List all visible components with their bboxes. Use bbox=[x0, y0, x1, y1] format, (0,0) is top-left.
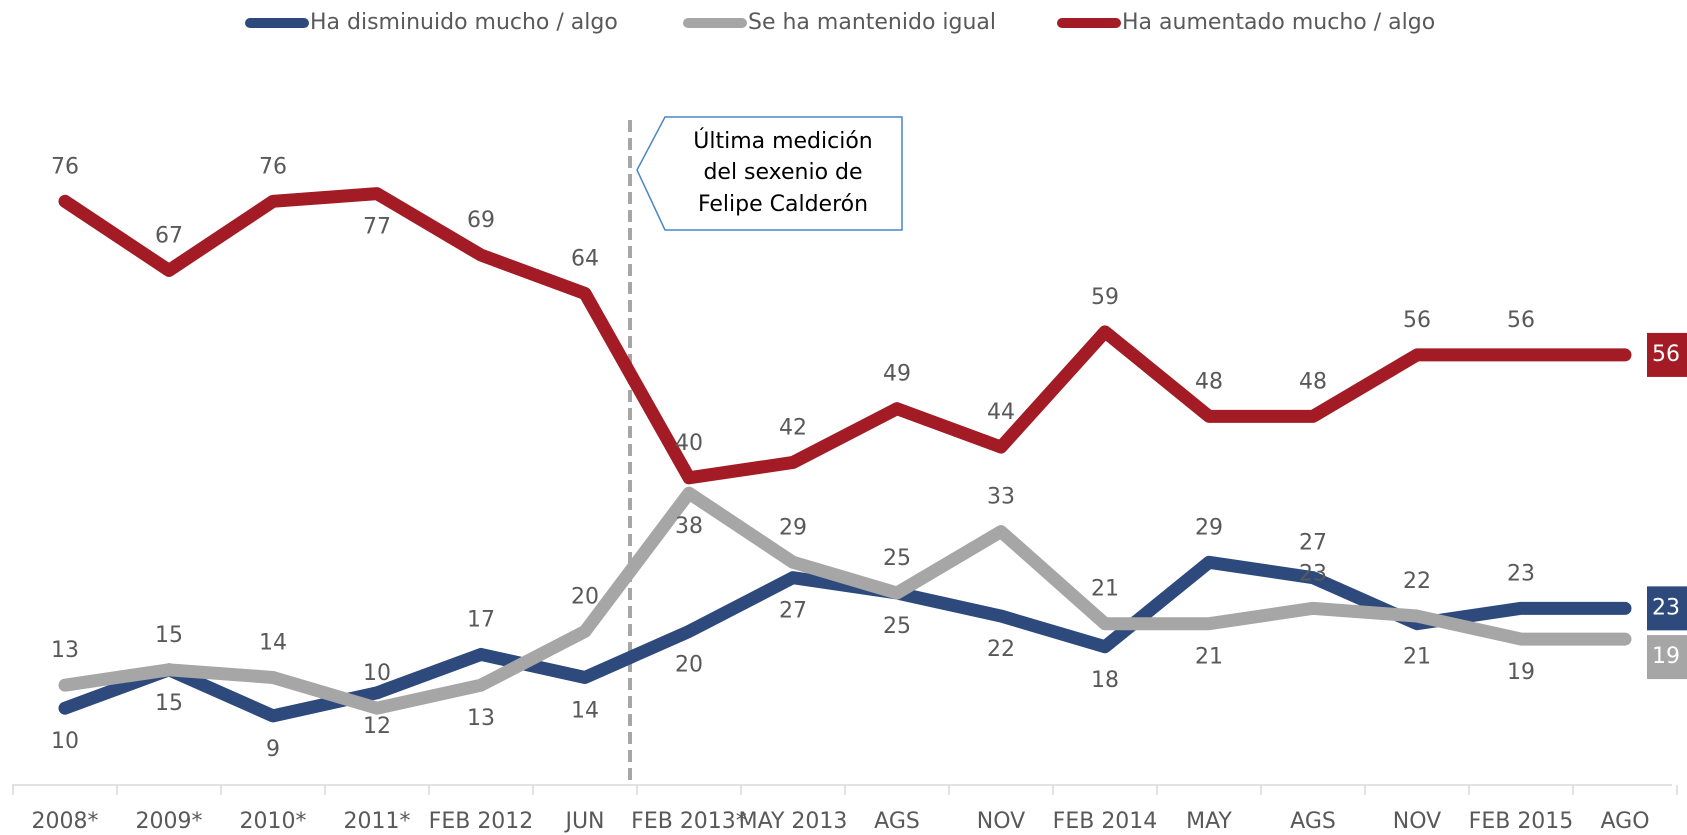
data-label: 21 bbox=[1091, 577, 1119, 602]
data-label: 44 bbox=[987, 400, 1015, 425]
data-label: 27 bbox=[1299, 531, 1327, 556]
data-label: 56 bbox=[1403, 308, 1431, 333]
x-tick-label: FEB 2014 bbox=[1053, 809, 1158, 834]
x-tick-label: 2011* bbox=[344, 809, 411, 834]
x-tick-label: MAY bbox=[1186, 809, 1232, 834]
data-label: 29 bbox=[1195, 515, 1223, 540]
data-label: 25 bbox=[883, 614, 911, 639]
legend-label: Se ha mantenido igual bbox=[748, 10, 996, 35]
data-label: 25 bbox=[883, 546, 911, 571]
x-tick-label: MAY 2013 bbox=[739, 809, 848, 834]
data-label: 14 bbox=[259, 630, 287, 655]
data-label: 76 bbox=[51, 154, 79, 179]
annotation-box bbox=[636, 116, 903, 231]
data-label: 18 bbox=[1091, 668, 1119, 693]
x-tick-label: AGS bbox=[1290, 809, 1336, 834]
series-line bbox=[58, 187, 1632, 485]
end-label-box bbox=[1647, 332, 1687, 377]
data-label: 13 bbox=[467, 706, 495, 731]
data-label: 76 bbox=[259, 154, 287, 179]
data-label: 77 bbox=[363, 215, 391, 240]
x-tick-label: 2009* bbox=[136, 809, 203, 834]
x-tick-label: NOV bbox=[977, 809, 1025, 834]
data-label: 40 bbox=[675, 431, 703, 456]
x-tick-label: 2010* bbox=[240, 809, 307, 834]
data-label: 20 bbox=[675, 652, 703, 677]
data-label: 23 bbox=[1507, 561, 1535, 586]
data-label: 22 bbox=[987, 637, 1015, 662]
data-label: 10 bbox=[363, 661, 391, 686]
data-label: 49 bbox=[883, 362, 911, 387]
data-label: 56 bbox=[1507, 308, 1535, 333]
x-tick-label: AGO bbox=[1600, 809, 1649, 834]
data-label: 12 bbox=[363, 714, 391, 739]
annotation-text: del sexenio de bbox=[703, 160, 862, 185]
data-label: 38 bbox=[675, 514, 703, 539]
end-label: 19 bbox=[1652, 644, 1680, 669]
data-label: 59 bbox=[1091, 285, 1119, 310]
data-label: 22 bbox=[1403, 569, 1431, 594]
data-label: 48 bbox=[1195, 369, 1223, 394]
data-label: 42 bbox=[779, 415, 807, 440]
data-label: 29 bbox=[779, 515, 807, 540]
data-label: 19 bbox=[1507, 660, 1535, 685]
x-tick-label: FEB 2015 bbox=[1469, 809, 1574, 834]
data-label: 48 bbox=[1299, 369, 1327, 394]
series-line bbox=[58, 486, 1632, 715]
data-label: 23 bbox=[1299, 561, 1327, 586]
data-label: 10 bbox=[51, 729, 79, 754]
x-tick-label: FEB 2013* bbox=[631, 809, 747, 834]
x-tick-label: AGS bbox=[874, 809, 920, 834]
series-line bbox=[58, 555, 1632, 723]
x-tick-label: FEB 2012 bbox=[429, 809, 534, 834]
end-label-box bbox=[1647, 586, 1687, 631]
x-tick-label: NOV bbox=[1393, 809, 1441, 834]
data-label: 33 bbox=[987, 485, 1015, 510]
end-label: 56 bbox=[1652, 342, 1680, 367]
data-label: 21 bbox=[1195, 645, 1223, 670]
legend-label: Ha disminuido mucho / algo bbox=[310, 10, 618, 35]
annotation-text: Última medición bbox=[693, 128, 873, 154]
data-label: 9 bbox=[266, 737, 280, 762]
data-label: 21 bbox=[1403, 645, 1431, 670]
data-label: 14 bbox=[571, 698, 599, 723]
end-label: 23 bbox=[1652, 595, 1680, 620]
end-label-box bbox=[1647, 635, 1687, 680]
data-label: 20 bbox=[571, 584, 599, 609]
legend-label: Ha aumentado mucho / algo bbox=[1122, 10, 1435, 35]
data-label: 15 bbox=[155, 691, 183, 716]
data-label: 67 bbox=[155, 223, 183, 248]
data-label: 27 bbox=[779, 599, 807, 624]
data-label: 13 bbox=[51, 638, 79, 663]
data-label: 69 bbox=[467, 208, 495, 233]
x-tick-label: 2008* bbox=[32, 809, 99, 834]
x-tick-label: JUN bbox=[563, 809, 604, 834]
data-label: 17 bbox=[467, 607, 495, 632]
data-label: 15 bbox=[155, 623, 183, 648]
data-label: 64 bbox=[571, 246, 599, 271]
annotation-text: Felipe Calderón bbox=[698, 192, 868, 217]
